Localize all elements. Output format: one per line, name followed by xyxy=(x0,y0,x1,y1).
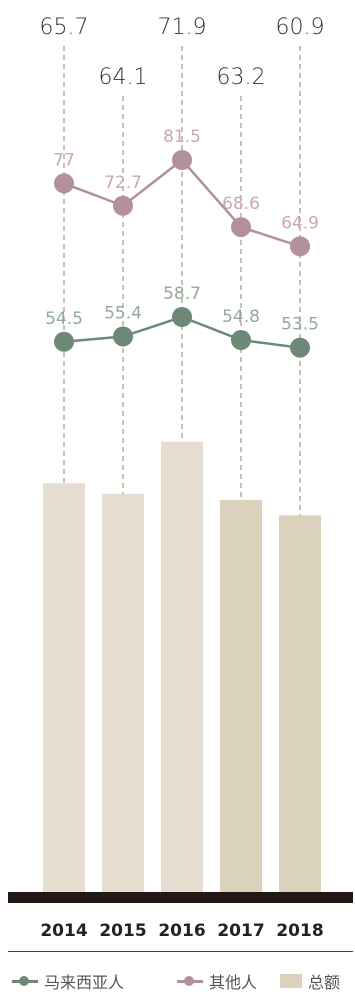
malaysian-point-2017 xyxy=(231,330,251,351)
others-point-2017 xyxy=(231,217,251,238)
total-label-2018: 60.9 xyxy=(276,15,325,40)
bar-2015 xyxy=(102,493,144,892)
bar-2016 xyxy=(161,441,203,892)
bar-2018 xyxy=(279,515,321,892)
baseline xyxy=(8,892,353,903)
x-tick-2017: 2017 xyxy=(217,921,264,941)
chart: 65.7 64.1 71.9 63.2 60.9 77 72.7 81.5 68.6 64.9 54… xyxy=(8,15,353,952)
legend-label-others: 其他人 xyxy=(209,973,258,992)
legend-item-total: 总额 xyxy=(280,968,340,994)
x-tick-2018: 2018 xyxy=(276,921,323,941)
others-point-2016 xyxy=(172,150,192,170)
legend: 马来西亚人 其他人 总额 xyxy=(0,968,355,994)
malaysian-point-2014 xyxy=(54,331,74,352)
others-label-2018: 64.9 xyxy=(281,213,319,233)
total-label-2017: 63.2 xyxy=(217,65,266,90)
total-label-2016: 71.9 xyxy=(158,15,207,40)
others-point-2018 xyxy=(290,236,310,257)
legend-label-total: 总额 xyxy=(308,973,341,992)
malaysian-point-2016 xyxy=(172,307,192,327)
axis-separator xyxy=(8,951,353,952)
malaysian-label-2014: 54.5 xyxy=(45,309,83,329)
legend-item-malaysian: 马来西亚人 xyxy=(12,968,124,994)
total-label-2015: 64.1 xyxy=(99,65,148,90)
x-tick-2014: 2014 xyxy=(40,921,87,941)
malaysian-point-2015 xyxy=(113,326,133,347)
total-label-2014: 65.7 xyxy=(40,15,89,40)
others-point-2014 xyxy=(54,173,74,194)
others-point-2015 xyxy=(113,195,133,216)
malaysian-label-2015: 55.4 xyxy=(104,303,142,323)
bar-2014 xyxy=(43,483,85,892)
others-label-2015: 72.7 xyxy=(104,173,142,193)
legend-item-others: 其他人 xyxy=(177,968,257,994)
malaysian-point-2018 xyxy=(290,337,310,358)
others-label-2016: 81.5 xyxy=(163,127,201,147)
bar-2017 xyxy=(220,499,262,892)
malaysian-label-2018: 53.5 xyxy=(281,315,319,335)
malaysian-label-2017: 54.8 xyxy=(222,307,260,327)
malaysian-label-2016: 58.7 xyxy=(163,284,201,304)
x-tick-2016: 2016 xyxy=(158,921,205,941)
legend-label-malaysian: 马来西亚人 xyxy=(44,973,125,992)
others-label-2014: 77 xyxy=(53,150,75,170)
others-label-2017: 68.6 xyxy=(222,194,260,214)
legend-line-symbol xyxy=(12,974,38,988)
legend-box-symbol xyxy=(280,974,302,988)
x-tick-2015: 2015 xyxy=(99,921,146,941)
legend-line-symbol xyxy=(177,974,203,988)
